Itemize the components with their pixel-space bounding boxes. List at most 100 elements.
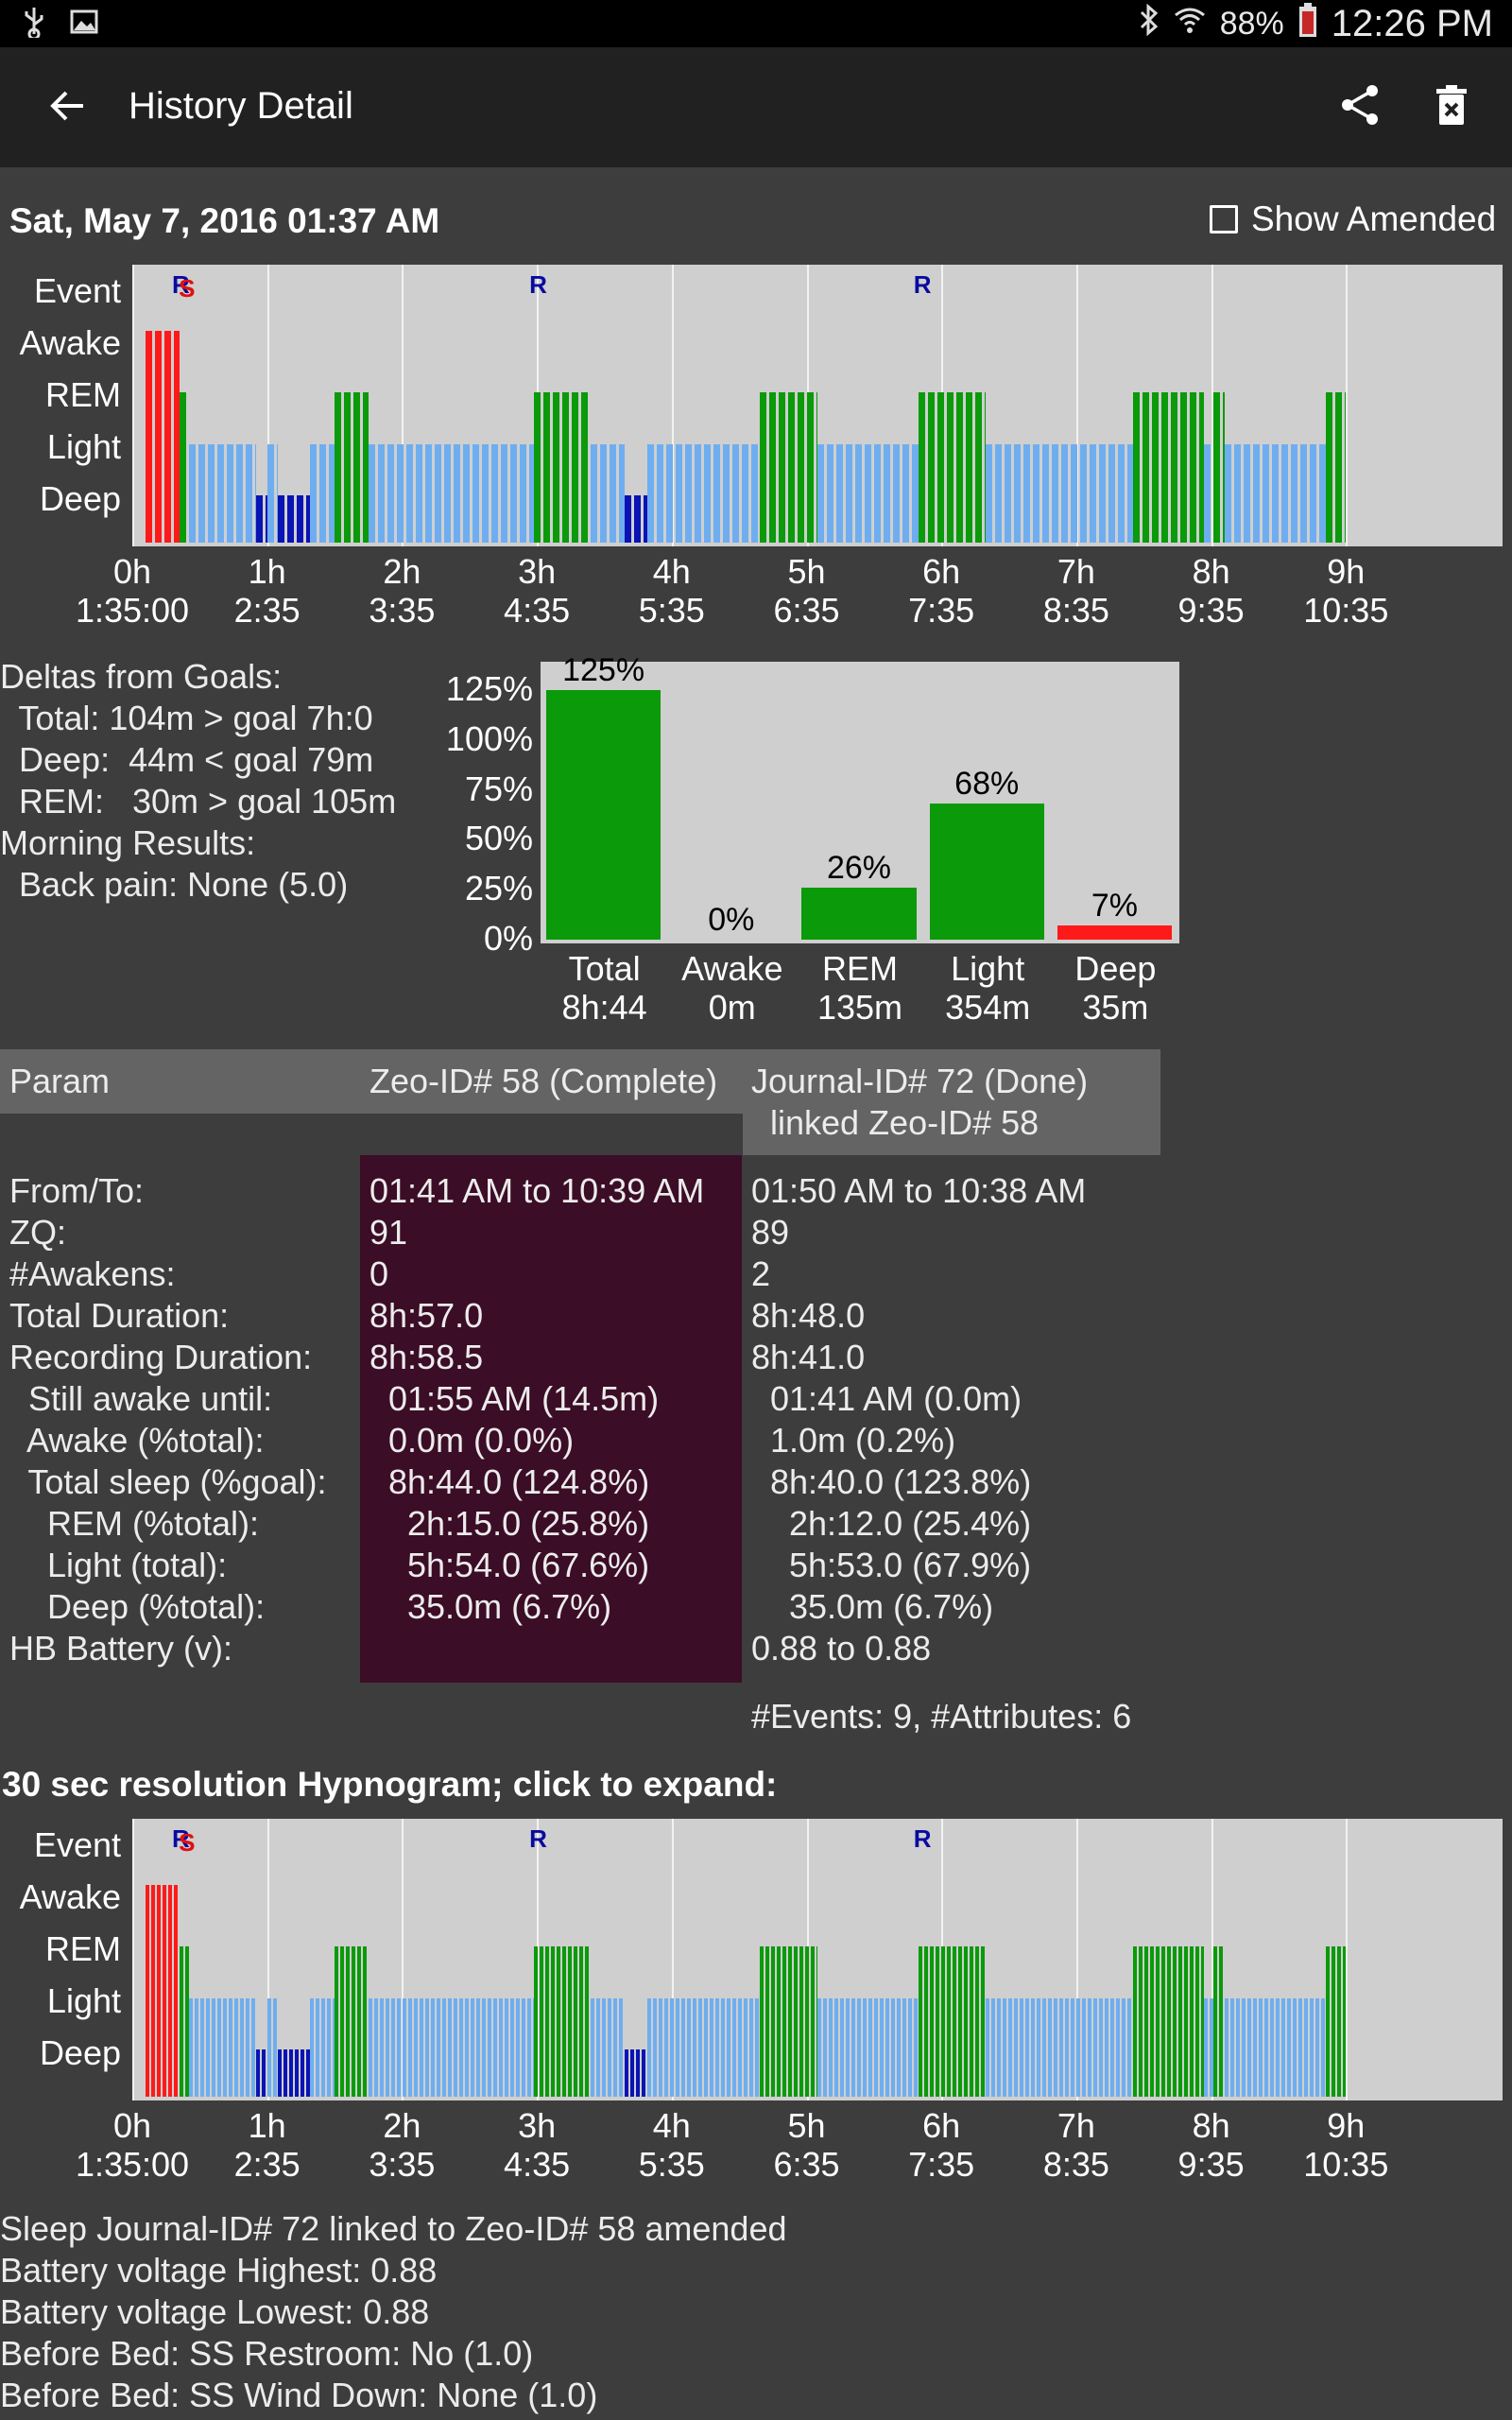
stage-bar-light [1005,444,1012,543]
stage-bar-deep [301,2049,305,2097]
x-category-label: Light [951,949,1025,988]
footer-line: Sleep Journal-ID# 72 linked to Zeo-ID# 5… [0,2209,787,2248]
stage-bar-light [1110,1998,1115,2097]
table-header-journal-link: linked Zeo-ID# 58 [751,1103,1040,1142]
stage-bar-light [235,444,243,543]
stage-bar-light [727,1998,731,2097]
stage-bar-rem [363,392,369,543]
stage-bar-light [666,444,674,543]
hypnogram-chart[interactable]: R S R R Event Awake REM Light Deep 0h 1:35:00 1h 2:3… [0,255,1512,633]
row-label-rem: REM [45,1929,121,1968]
stage-bar-rem [918,392,925,543]
stage-bar-rem [787,1946,792,2097]
stage-bar-deep [633,495,641,543]
stage-bar-light [1042,444,1050,543]
stage-bar-light [453,444,460,543]
x-tick-hour: 6h [922,552,961,591]
gridline [1211,1819,1213,2100]
stage-bar-light [1108,444,1116,543]
share-icon[interactable] [1338,83,1382,131]
stage-bar-light [1258,1998,1263,2097]
stage-bar-light [835,444,843,543]
usb-icon [23,6,45,43]
stage-bar-rem [551,1946,556,2097]
stage-bar-light [862,1998,867,2097]
event-marker-s: S [179,274,196,302]
stage-bar-deep [624,495,631,543]
stage-bar-light [1118,444,1125,543]
checkbox-icon[interactable] [1210,205,1238,233]
stage-bar-rem [816,392,817,543]
stage-bar-light [647,1998,652,2097]
stage-bar-rem [179,392,186,543]
x-tick-hour: 2h [383,552,421,591]
x-tick-time: 7:35 [908,2145,975,2184]
stage-bar-rem [955,392,963,543]
stage-bar-rem [1142,392,1149,543]
show-amended-checkbox[interactable]: Show Amended [1210,199,1496,240]
stage-bar-rem [1179,392,1187,543]
journal-cell: 0.88 to 0.88 [751,1629,932,1668]
stage-bar-light [1252,1998,1257,2097]
stage-bar-light [405,444,413,543]
stage-bar-deep [635,2049,640,2097]
stage-bar-light [1048,1998,1053,2097]
stage-bar-light [596,1998,601,2097]
stage-bar-rem [363,1946,368,2097]
param-cell: Recording Duration: [9,1338,313,1376]
x-tick-time: 8:35 [1042,2145,1109,2184]
back-arrow-icon[interactable] [47,85,89,131]
param-cell: Awake (%total): [9,1421,265,1460]
stage-bar-rem [1194,1946,1199,2097]
stage-bar-light [515,1998,520,2097]
delete-icon[interactable] [1433,83,1470,131]
bar-total [546,690,662,940]
stage-bar-light [911,444,919,543]
x-tick-time: 10:35 [1303,591,1389,630]
stage-bar-rem [1344,392,1347,543]
stage-bar-light [1127,444,1133,543]
stage-bar-light [1210,1998,1214,2097]
hypnogram2-title[interactable]: 30 sec resolution Hypnogram; click to ex… [2,1765,778,1804]
stage-bar-light [873,1998,878,2097]
param-cell: Total sleep (%goal): [9,1462,327,1501]
stage-bar-light [402,1998,406,2097]
stage-bar-light [676,444,683,543]
app-bar: History Detail [0,47,1512,167]
stage-bar-light [462,444,470,543]
stage-bar-light [443,444,451,543]
y-tick-label: 0% [483,919,533,958]
stage-bar-light [424,1998,429,2097]
zeo-cell: 01:41 AM to 10:39 AM [369,1171,705,1210]
stage-bar-rem [1223,392,1225,543]
stage-bar-awake [168,1885,173,2097]
bluetooth-icon [1139,3,1160,44]
x-tick-time: 1:35:00 [75,591,190,630]
stage-bar-light [732,1998,737,2097]
stage-bar-rem [940,1946,945,2097]
gridline [671,1819,674,2100]
param-cell: #Awakens: [9,1254,176,1293]
stage-bar-light [995,444,1003,543]
stage-bar-light [470,1998,474,2097]
x-tick-hour: 7h [1057,552,1095,591]
delta-line-4: Morning Results: [0,823,256,862]
stage-bar-rem [553,392,560,543]
events-summary: #Events: 9, #Attributes: 6 [751,1697,1132,1736]
stage-bar-deep [287,495,295,543]
stage-bar-light [991,1998,996,2097]
hypnogram-30sec-chart[interactable]: R S R R Event Awake REM Light Deep 0h 1:35:00 1h 2:3… [0,1809,1512,2187]
stage-bar-light [310,444,318,543]
zeo-cell: 35.0m (6.7%) [369,1587,612,1626]
stage-bar-light [1280,444,1288,543]
x-tick-hour: 6h [922,2106,961,2145]
battery-percent: 88% [1219,5,1284,42]
stage-bar-light [453,1998,457,2097]
journal-cell: 2h:12.0 (25.4%) [751,1504,1032,1543]
stage-bar-light [1275,1998,1280,2097]
x-tick-time: 2:35 [233,591,301,630]
x-tick-time: 2:35 [233,2145,301,2184]
x-tick-time: 4:35 [504,591,571,630]
image-icon [70,9,98,39]
